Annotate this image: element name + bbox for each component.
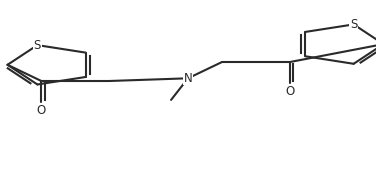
Text: S: S (34, 39, 41, 52)
Text: O: O (37, 104, 46, 117)
Text: O: O (285, 85, 294, 98)
Text: S: S (350, 18, 357, 31)
Text: N: N (183, 72, 193, 85)
